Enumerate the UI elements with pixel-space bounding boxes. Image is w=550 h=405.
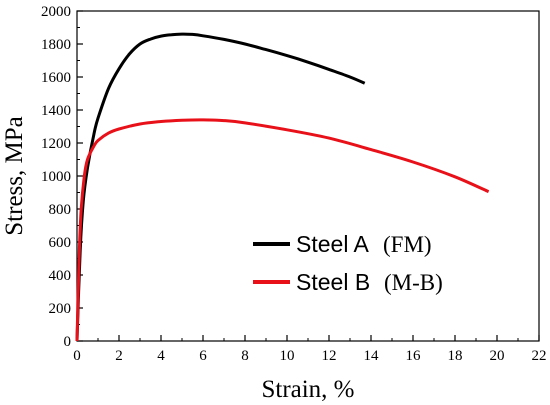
legend-label-steel-a: Steel A [296, 231, 370, 257]
y-axis-title: Stress, MPa [1, 116, 28, 235]
y-tick-label: 800 [49, 202, 72, 218]
x-tick-label: 10 [280, 348, 295, 364]
y-tick-label: 2000 [41, 4, 71, 20]
series-lines [75, 32, 490, 342]
x-tick-label: 4 [157, 348, 165, 364]
series-line-steel-b [75, 118, 490, 342]
x-tick-label: 18 [448, 348, 463, 364]
x-tick-label: 12 [322, 348, 337, 364]
x-tick-label: 14 [364, 348, 380, 364]
y-tick-label: 1600 [41, 70, 71, 86]
y-tick-label: 600 [49, 235, 72, 251]
y-tick-label: 1200 [41, 136, 71, 152]
y-tick-label: 1000 [41, 169, 71, 185]
x-axis-title: Strain, % [261, 376, 354, 403]
legend-label-steel-b: Steel B [296, 269, 370, 295]
x-tick-label: 2 [115, 348, 123, 364]
x-tick-label: 0 [73, 348, 81, 364]
legend-annotation-steel-a: (FM) [383, 232, 432, 257]
x-tick-label: 6 [199, 348, 207, 364]
x-tick-label: 20 [490, 348, 505, 364]
series-line-steel-a [75, 32, 366, 342]
legend: Steel A (FM) Steel B (M-B) [253, 231, 443, 295]
y-tick-label: 200 [49, 301, 72, 317]
legend-annotation-steel-b: (M-B) [384, 270, 443, 295]
y-tick-label: 0 [64, 334, 72, 350]
x-tick-label: 16 [406, 348, 422, 364]
x-tick-label: 8 [241, 348, 249, 364]
y-tick-label: 1400 [41, 103, 71, 119]
y-tick-label: 1800 [41, 37, 71, 53]
y-tick-label: 400 [49, 268, 72, 284]
axis-ticks: 0 2 4 6 8 10 12 14 16 18 20 22 0 200 400 600 800 1000 1200… [41, 4, 547, 364]
x-tick-label: 22 [532, 348, 547, 364]
